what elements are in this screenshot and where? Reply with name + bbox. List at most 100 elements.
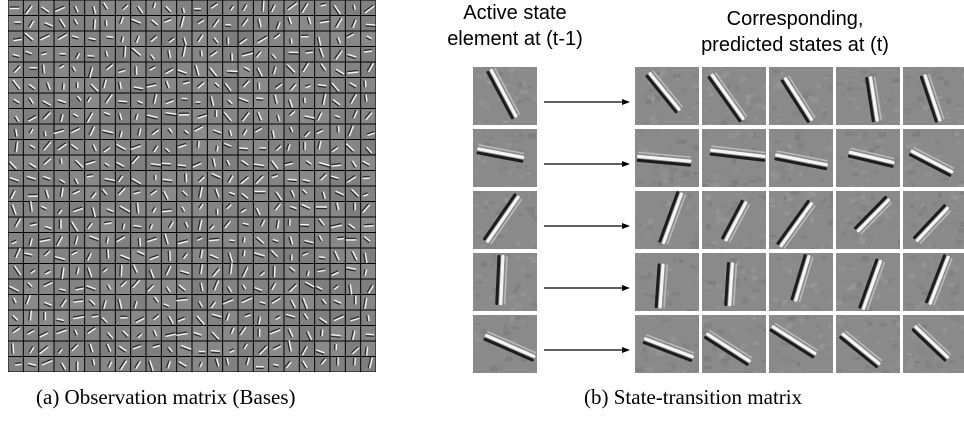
basis-tile <box>253 357 269 372</box>
basis-tile <box>54 279 69 294</box>
basis-tile <box>361 0 376 15</box>
basis-tile <box>85 202 100 218</box>
basis-tile <box>115 171 131 186</box>
basis-tile <box>161 202 177 217</box>
basis-tile <box>161 310 177 325</box>
basis-tile <box>69 155 85 170</box>
basis-tile <box>161 326 177 341</box>
basis-tile <box>192 62 207 77</box>
predicted-state-tile <box>903 67 964 125</box>
basis-tile <box>23 186 39 201</box>
basis-tile <box>315 93 330 108</box>
basis-tile <box>54 357 69 372</box>
basis-tile <box>177 155 192 170</box>
basis-tile <box>315 171 330 186</box>
basis-tile <box>161 47 177 62</box>
basis-tile <box>39 31 54 46</box>
basis-tile <box>192 202 207 217</box>
basis-tile <box>315 233 330 248</box>
basis-tile <box>253 140 269 155</box>
basis-tile <box>54 109 69 124</box>
basis-tile <box>69 217 85 233</box>
basis-tile <box>115 155 131 170</box>
header-active-state-line2: element at (t-1) <box>447 28 583 50</box>
basis-tile <box>315 248 330 263</box>
basis-tile <box>8 264 23 279</box>
basis-tile <box>131 357 146 372</box>
basis-tile <box>130 154 146 170</box>
basis-tile <box>238 78 253 93</box>
basis-tile <box>85 47 100 62</box>
basis-tile <box>361 62 376 77</box>
basis-tile <box>269 78 284 93</box>
basis-tile <box>299 233 315 248</box>
basis-tile <box>315 310 330 325</box>
basis-tile <box>23 217 39 232</box>
basis-tile <box>284 78 299 93</box>
predicted-state-tile <box>635 191 699 249</box>
basis-tile <box>100 16 115 31</box>
basis-tile <box>8 279 23 294</box>
basis-tile <box>8 171 23 186</box>
basis-tile <box>54 171 69 186</box>
basis-tile <box>361 326 376 341</box>
basis-tile <box>100 31 115 46</box>
basis-tile <box>299 0 315 15</box>
basis-tile <box>177 233 192 248</box>
basis-tile <box>69 202 85 217</box>
basis-tile <box>238 186 253 201</box>
basis-tile <box>361 233 376 248</box>
basis-tile <box>345 78 361 93</box>
basis-tile <box>284 233 299 248</box>
basis-tile <box>115 93 131 108</box>
basis-tile <box>345 0 361 15</box>
basis-tile <box>238 264 253 279</box>
basis-tile <box>69 47 85 62</box>
basis-tile <box>192 248 207 263</box>
basis-tile <box>54 186 69 201</box>
basis-tile <box>253 31 269 46</box>
basis-tile <box>39 279 54 294</box>
basis-tile <box>315 357 330 372</box>
basis-tile <box>85 233 100 248</box>
basis-tile <box>207 140 223 155</box>
basis-tile <box>284 47 299 62</box>
header-predicted-line1: Corresponding, <box>726 8 864 30</box>
predicted-state-tile <box>769 253 833 311</box>
basis-tile <box>345 217 361 232</box>
basis-tile <box>85 171 100 186</box>
basis-tile <box>253 171 269 186</box>
basis-tile <box>253 295 269 310</box>
basis-tile <box>85 310 100 325</box>
predicted-state-tile <box>903 315 964 373</box>
basis-tile <box>361 264 376 279</box>
basis-tile <box>284 171 299 186</box>
basis-tile <box>315 0 330 15</box>
basis-tile <box>207 171 223 186</box>
basis-tile <box>69 31 85 46</box>
basis-tile <box>146 295 161 310</box>
basis-tile <box>315 78 330 93</box>
basis-tile <box>315 217 330 232</box>
basis-tile <box>161 279 177 294</box>
basis-tile <box>284 202 299 217</box>
basis-tile <box>100 279 115 294</box>
basis-tile <box>330 31 345 46</box>
basis-tile <box>284 295 299 310</box>
basis-tile <box>8 16 23 31</box>
basis-tile <box>23 47 39 62</box>
basis-tile <box>192 295 207 310</box>
basis-tile <box>207 124 223 139</box>
basis-tile <box>284 93 299 109</box>
basis-tile <box>115 326 131 341</box>
basis-tile <box>69 0 85 15</box>
transition-arrow <box>544 223 630 229</box>
basis-tile <box>345 233 361 248</box>
basis-tile <box>361 217 376 232</box>
basis-tile <box>130 140 146 155</box>
basis-tile <box>177 15 192 31</box>
basis-tile <box>330 16 345 31</box>
basis-tile <box>131 78 146 93</box>
basis-tile <box>269 155 284 170</box>
basis-tile <box>253 248 269 263</box>
